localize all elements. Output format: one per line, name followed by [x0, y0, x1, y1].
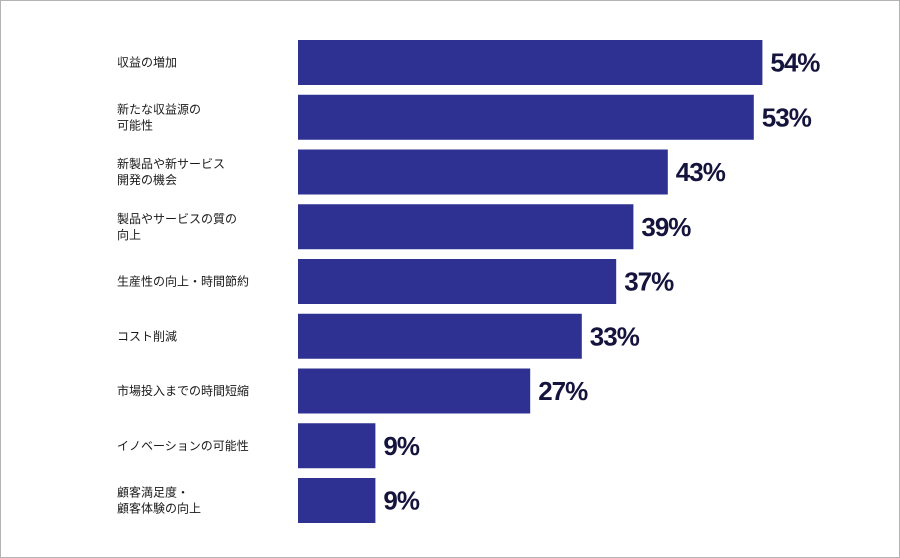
category-label-3-line-0: 製品やサービスの質の [117, 211, 237, 226]
category-label-4: 生産性の向上・時間節約 [117, 274, 249, 289]
bar-7 [298, 423, 376, 469]
category-label-2-line-0: 新製品や新サービス [117, 156, 225, 171]
value-label-6: 27% [538, 376, 588, 406]
category-label-6-line-0: 市場投入までの時間短縮 [117, 383, 249, 398]
value-label-4: 37% [624, 267, 674, 297]
category-label-1-line-1: 可能性 [117, 118, 153, 132]
value-label-5: 33% [590, 321, 640, 351]
category-label-5: コスト削減 [117, 328, 177, 343]
category-label-1: 新たな収益源の可能性 [117, 101, 201, 132]
category-label-3: 製品やサービスの質の向上 [117, 211, 237, 242]
bar-0 [298, 40, 763, 85]
category-label-0: 収益の増加 [117, 56, 177, 70]
category-label-0-line-0: 収益の増加 [117, 56, 177, 70]
bar-5 [298, 313, 582, 359]
bar-6 [298, 368, 531, 414]
category-label-7: イノベーションの可能性 [117, 439, 249, 453]
value-label-0: 54% [770, 48, 820, 78]
bar-3 [298, 204, 634, 250]
category-label-1-line-0: 新たな収益源の [117, 101, 201, 116]
value-label-8: 9% [383, 486, 419, 516]
category-label-2: 新製品や新サービス開発の機会 [117, 156, 225, 187]
category-label-6: 市場投入までの時間短縮 [117, 383, 249, 398]
category-label-2-line-1: 開発の機会 [117, 172, 177, 187]
bar-2 [298, 149, 668, 195]
category-label-5-line-0: コスト削減 [117, 328, 177, 343]
value-label-3: 39% [641, 212, 691, 242]
category-label-8-line-1: 顧客体験の向上 [117, 501, 201, 516]
value-label-7: 9% [383, 431, 419, 461]
value-label-2: 43% [676, 157, 726, 187]
category-label-4-line-0: 生産性の向上・時間節約 [117, 274, 249, 289]
category-label-3-line-1: 向上 [117, 227, 141, 242]
bar-4 [298, 259, 617, 304]
value-label-1: 53% [762, 102, 812, 132]
category-label-7-line-0: イノベーションの可能性 [117, 439, 249, 453]
bar-8 [298, 478, 376, 523]
bar-1 [298, 94, 754, 140]
category-label-8-line-0: 顧客満足度・ [117, 485, 189, 500]
category-label-8: 顧客満足度・顧客体験の向上 [117, 485, 201, 516]
